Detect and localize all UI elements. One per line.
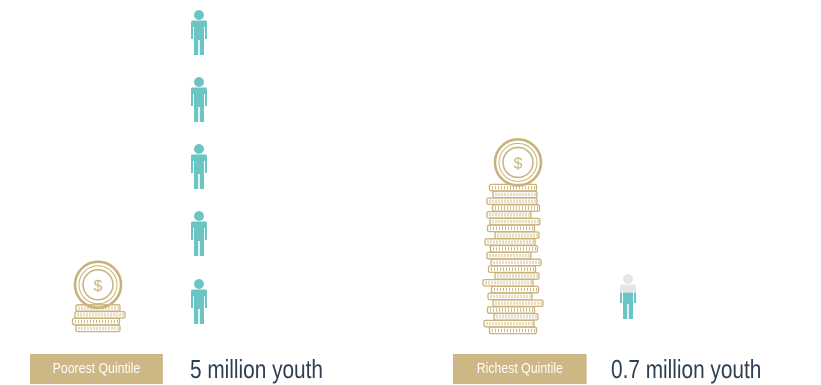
- coin-slab: [487, 292, 533, 301]
- poorest-value-text: 5 million youth: [190, 354, 323, 384]
- svg-text:$: $: [514, 155, 523, 172]
- coin-slab: [483, 319, 535, 328]
- richest-quintile-label: Richest Quintile: [453, 354, 587, 384]
- dollar-coin-icon: $: [493, 138, 543, 187]
- coin-slab: [486, 251, 532, 260]
- dollar-coin-icon: $: [73, 260, 123, 310]
- poorest-quintile-label: Poorest Quintile: [30, 354, 163, 384]
- richest-wealth-stack: $: [482, 138, 544, 335]
- poorest-coin-stack: [71, 304, 126, 333]
- coin-slab: [494, 231, 540, 240]
- coin-slab: [493, 312, 539, 321]
- person-icon: [191, 211, 207, 256]
- coin-slab: [486, 197, 538, 206]
- coin-slab: [492, 190, 538, 199]
- poorest-wealth-stack: $: [71, 260, 126, 333]
- coin-slab: [489, 244, 539, 253]
- coin-slab: [487, 265, 537, 274]
- partial-person-fill: [620, 292, 636, 319]
- coin-slab: [488, 183, 538, 192]
- coin-slab: [486, 224, 536, 233]
- richest-value-text: 0.7 million youth: [611, 354, 762, 384]
- coin-slab: [494, 272, 540, 280]
- person-icon: [191, 279, 207, 324]
- poorest-people-column: [191, 10, 207, 324]
- coin-slab: [75, 324, 121, 333]
- coin-slab: [486, 210, 532, 219]
- richest-people-column: [620, 274, 636, 319]
- coin-slab: [489, 217, 541, 226]
- coin-slab: [490, 258, 542, 267]
- person-icon: [191, 144, 207, 189]
- coin-slab: [490, 285, 540, 294]
- svg-text:$: $: [94, 278, 103, 295]
- coin-slab: [71, 317, 121, 326]
- coin-slab: [482, 278, 534, 287]
- coin-slab: [488, 326, 538, 335]
- person-icon: [191, 10, 207, 55]
- coin-slab: [74, 310, 126, 319]
- coin-slab: [491, 204, 541, 212]
- coin-slab: [492, 299, 544, 308]
- person-icon: [191, 77, 207, 122]
- richest-coin-stack: [482, 183, 544, 335]
- coin-slab: [484, 238, 536, 246]
- coin-slab: [486, 306, 536, 314]
- person-icon: [620, 292, 636, 319]
